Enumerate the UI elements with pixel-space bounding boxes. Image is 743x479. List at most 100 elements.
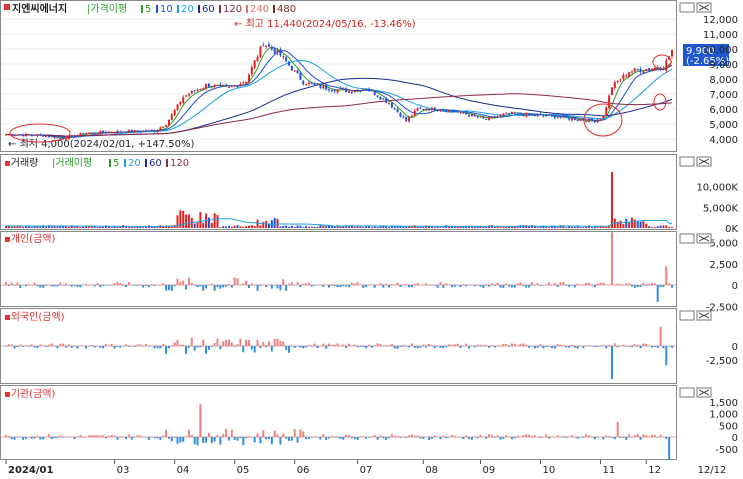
flow-bar bbox=[182, 344, 185, 346]
volume-bar bbox=[348, 225, 351, 228]
volume-bar bbox=[476, 226, 479, 228]
flow-bar bbox=[73, 285, 76, 287]
candle-body bbox=[156, 129, 159, 133]
flow-bar bbox=[267, 284, 270, 286]
flow-bar bbox=[167, 437, 170, 439]
candle-body bbox=[579, 119, 582, 121]
volume-bar bbox=[302, 227, 305, 228]
flow-bar bbox=[82, 345, 85, 346]
flow-bar bbox=[305, 283, 308, 285]
flow-bar bbox=[90, 284, 93, 285]
volume-bar bbox=[510, 226, 513, 228]
flow-bar bbox=[342, 437, 345, 440]
price-panel bbox=[0, 0, 677, 152]
flow-bar bbox=[47, 344, 50, 346]
volume-bar bbox=[47, 225, 50, 228]
flow-bar bbox=[442, 285, 445, 288]
candle-body bbox=[233, 85, 236, 87]
flow-bar bbox=[53, 285, 56, 287]
price-candles bbox=[5, 42, 673, 141]
candle-body bbox=[433, 107, 436, 111]
flow-bar bbox=[7, 435, 10, 437]
flow-bar bbox=[325, 346, 328, 349]
panel-layout-icon[interactable] bbox=[679, 233, 695, 244]
candle-body bbox=[230, 86, 233, 88]
volume-bar bbox=[573, 226, 576, 228]
flow-bar bbox=[405, 437, 408, 438]
panel-layout-icon[interactable] bbox=[679, 387, 695, 398]
flow-bar bbox=[150, 345, 153, 347]
x-tick-label: 07 bbox=[360, 465, 373, 476]
candle-body bbox=[608, 95, 611, 109]
flow-bar bbox=[42, 345, 45, 347]
flow-bar bbox=[147, 437, 150, 440]
flow-bar bbox=[136, 285, 139, 286]
volume-bar bbox=[5, 225, 7, 228]
flow-bar bbox=[525, 285, 528, 288]
candle-body bbox=[33, 134, 36, 136]
flow-bar bbox=[522, 435, 525, 437]
candle-body bbox=[408, 117, 411, 122]
volume-ma-label: |거래이평 bbox=[52, 157, 92, 169]
flow-bar bbox=[373, 285, 376, 288]
flow-bar bbox=[470, 284, 473, 286]
flow-bar bbox=[85, 436, 88, 438]
volume-bar bbox=[25, 225, 28, 228]
flow-bar bbox=[579, 345, 582, 347]
volume-y-ticks: 10,000K 5,000K 0K bbox=[696, 183, 738, 235]
panel-layout-icon[interactable] bbox=[679, 2, 695, 13]
flow-bar bbox=[7, 344, 10, 346]
candle-body bbox=[385, 98, 388, 103]
flow-bar bbox=[227, 339, 230, 346]
flow-bar bbox=[102, 285, 105, 286]
flow-bar bbox=[473, 346, 476, 348]
candle-body bbox=[242, 82, 245, 84]
flow-bar bbox=[10, 437, 13, 440]
flow-bar bbox=[445, 283, 448, 285]
flow-bar bbox=[522, 343, 525, 346]
flow-bar bbox=[639, 437, 642, 440]
volume-bar bbox=[462, 226, 465, 228]
flow-bar bbox=[296, 437, 299, 443]
volume-bar bbox=[399, 225, 402, 228]
panel-layout-icon[interactable] bbox=[679, 310, 695, 321]
candle-body bbox=[373, 90, 376, 96]
flow-bar bbox=[605, 284, 608, 286]
flow-bar bbox=[233, 277, 236, 285]
flow-bar bbox=[508, 346, 511, 347]
volume-bar bbox=[202, 223, 205, 228]
flow-bar bbox=[39, 285, 42, 288]
flow-bar bbox=[319, 284, 322, 285]
flow-bar bbox=[510, 285, 513, 288]
flow-bar bbox=[625, 346, 628, 347]
panel-control-icons[interactable] bbox=[679, 2, 712, 398]
flow-bar bbox=[339, 345, 342, 347]
volume-bar bbox=[96, 227, 99, 228]
flow-bar bbox=[102, 435, 105, 437]
flow-bar bbox=[287, 283, 290, 285]
candle-body bbox=[559, 116, 562, 118]
volume-bar bbox=[513, 226, 516, 228]
volume-bar bbox=[548, 227, 551, 228]
flow-bar bbox=[379, 435, 382, 437]
volume-bar bbox=[307, 226, 310, 228]
candle-body bbox=[82, 133, 85, 135]
volume-bar bbox=[382, 225, 385, 228]
flow-bar bbox=[5, 346, 7, 347]
candle-body bbox=[342, 88, 345, 90]
flow-bar bbox=[439, 437, 442, 440]
x-tick-label: 10 bbox=[543, 465, 556, 476]
candle-body bbox=[196, 89, 199, 92]
flow-bar bbox=[488, 434, 491, 437]
flow-bar bbox=[462, 437, 465, 440]
flow-bar bbox=[236, 278, 239, 285]
flow-bar bbox=[170, 437, 173, 442]
low-circle bbox=[9, 123, 71, 143]
flow-bar bbox=[296, 346, 299, 347]
candle-body bbox=[533, 115, 536, 117]
flow-bar bbox=[139, 435, 142, 437]
legend-swatch bbox=[145, 159, 147, 167]
panel-layout-icon[interactable] bbox=[679, 156, 695, 167]
flow-bar bbox=[293, 429, 296, 437]
flow-bar bbox=[585, 434, 588, 437]
